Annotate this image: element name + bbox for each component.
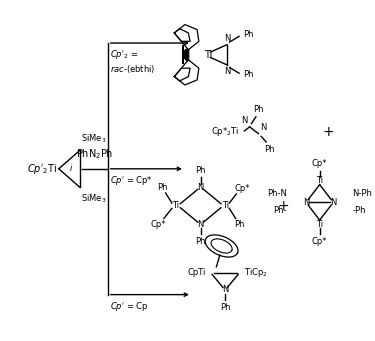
Text: N: N <box>303 198 309 207</box>
Text: Ph: Ph <box>234 220 244 229</box>
Text: Ph: Ph <box>220 303 230 312</box>
Text: Ph: Ph <box>253 105 264 114</box>
Text: Cp*: Cp* <box>234 184 250 193</box>
Text: -Ph: -Ph <box>352 206 366 215</box>
Text: SiMe$_3$: SiMe$_3$ <box>81 192 106 205</box>
Text: TiCp$_2$: TiCp$_2$ <box>244 266 268 279</box>
Text: Cp*: Cp* <box>151 220 166 229</box>
Text: Ti: Ti <box>316 176 323 185</box>
Text: CpTi: CpTi <box>188 268 206 277</box>
Text: i: i <box>70 164 72 173</box>
Text: $\mathit{Cp'}$ = Cp*: $\mathit{Cp'}$ = Cp* <box>110 174 153 187</box>
Text: N-Ph: N-Ph <box>352 190 372 198</box>
Text: Cp*$_2$Ti: Cp*$_2$Ti <box>211 125 239 138</box>
Text: PhN$_2$Ph: PhN$_2$Ph <box>76 148 113 161</box>
Text: $\mathit{Cp'}_{\mathit{2}}$Ti: $\mathit{Cp'}_{\mathit{2}}$Ti <box>27 162 57 176</box>
Text: Cp*: Cp* <box>312 159 327 168</box>
Text: Ph: Ph <box>195 165 206 175</box>
Text: Ph: Ph <box>243 70 253 79</box>
Text: N: N <box>242 116 248 125</box>
Text: $\mathit{rac}$-(ebthi): $\mathit{rac}$-(ebthi) <box>110 63 155 75</box>
Text: N: N <box>197 183 204 192</box>
Text: N: N <box>224 66 230 75</box>
Text: Ph-N: Ph-N <box>267 190 287 198</box>
Text: Ti: Ti <box>204 50 213 60</box>
Text: SiMe$_3$: SiMe$_3$ <box>81 133 106 145</box>
Text: N: N <box>260 123 267 132</box>
Text: $\mathit{Cp'}$ = Cp: $\mathit{Cp'}$ = Cp <box>110 300 148 313</box>
Text: Ph: Ph <box>243 30 253 39</box>
Text: Ph: Ph <box>157 183 167 192</box>
Text: +: + <box>322 125 334 139</box>
Text: $\mathit{Cp'_2}$ =: $\mathit{Cp'_2}$ = <box>110 48 138 61</box>
Text: Ti: Ti <box>222 201 229 210</box>
Text: +: + <box>277 199 289 213</box>
Text: Ti: Ti <box>316 220 323 229</box>
Text: Cp*: Cp* <box>312 237 327 246</box>
Text: Ti: Ti <box>172 201 180 210</box>
Text: N: N <box>197 220 204 229</box>
Text: N: N <box>224 34 230 43</box>
Text: Ph: Ph <box>264 145 274 154</box>
Text: N: N <box>222 285 228 294</box>
Text: Ph: Ph <box>195 237 206 246</box>
Text: N: N <box>330 198 336 207</box>
Text: Ph-: Ph- <box>274 206 287 215</box>
